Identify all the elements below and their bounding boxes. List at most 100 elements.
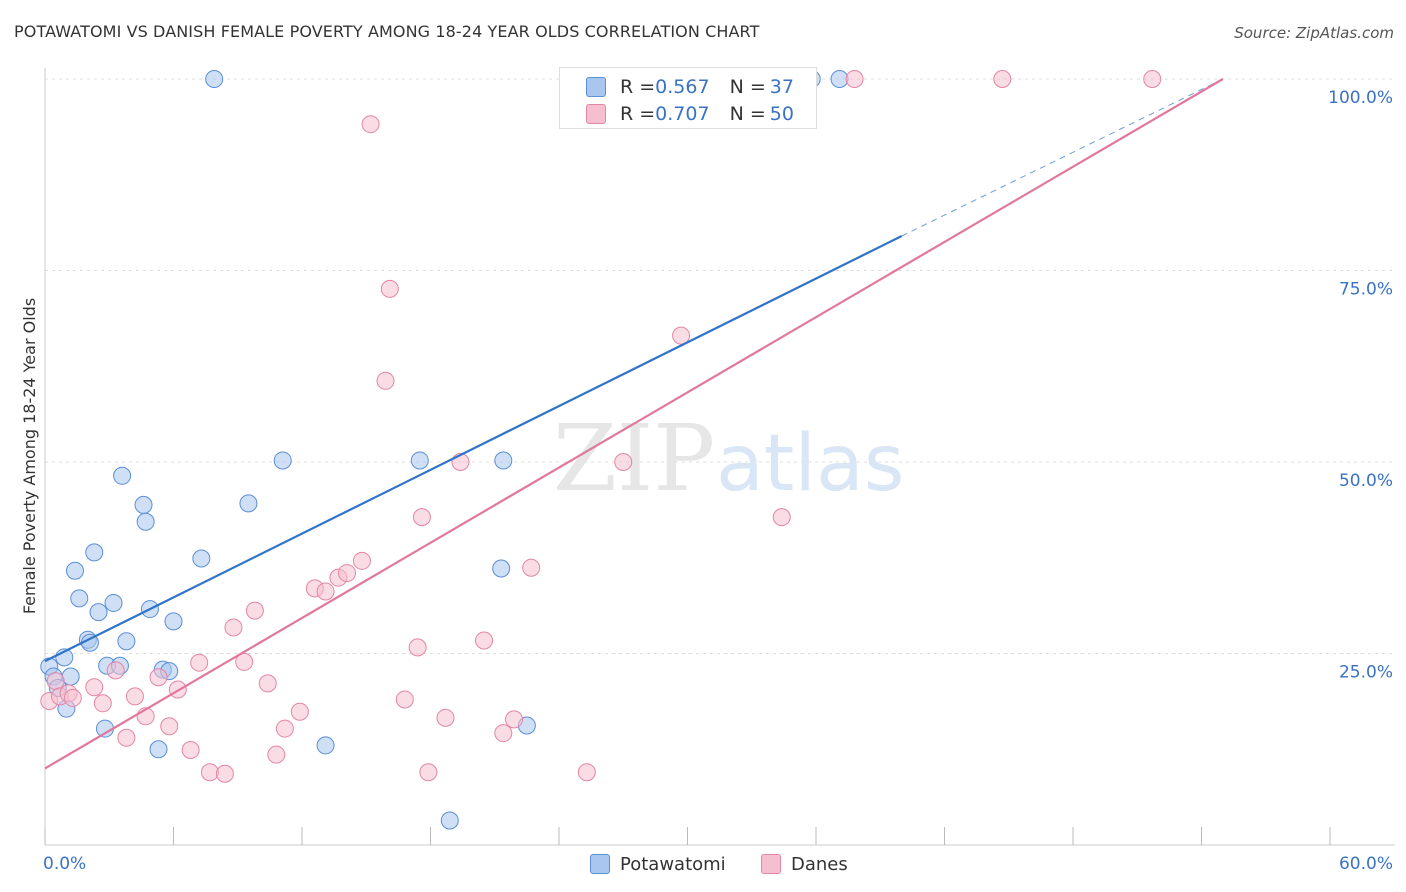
- data-point-danes: [125, 687, 144, 706]
- chart-source: Source: ZipAtlas.com: [1234, 24, 1394, 42]
- legend-label-danes: Danes: [791, 853, 848, 875]
- data-point-danes: [106, 661, 125, 680]
- x-tick-label: 0.0%: [43, 854, 86, 874]
- data-point-danes: [224, 618, 243, 637]
- data-point-danes: [361, 115, 380, 134]
- data-point-potawatomi: [113, 466, 132, 485]
- data-point-danes: [772, 508, 791, 527]
- data-point-potawatomi: [134, 495, 153, 514]
- data-point-danes: [408, 638, 427, 657]
- data-point-danes: [614, 453, 633, 471]
- stats-swatch-potawatomi: [586, 77, 606, 97]
- data-point-danes: [93, 694, 112, 713]
- stats-n-label: N =: [729, 103, 766, 125]
- data-point-danes: [475, 631, 494, 650]
- watermark: ZIP atlas: [553, 405, 905, 512]
- data-point-danes: [235, 652, 254, 671]
- data-point-danes: [160, 717, 179, 736]
- data-point-danes: [46, 672, 65, 691]
- data-point-danes: [1143, 70, 1162, 88]
- data-point-potawatomi: [239, 494, 258, 513]
- data-point-potawatomi: [149, 740, 168, 759]
- data-point-potawatomi: [494, 451, 513, 470]
- stats-n-label: N =: [729, 76, 766, 98]
- chart-title: POTAWATOMI VS DANISH FEMALE POVERTY AMON…: [14, 22, 760, 41]
- data-point-potawatomi: [492, 559, 511, 578]
- stats-r-label: R =: [620, 103, 656, 125]
- y-tick-label: 100.0%: [1328, 88, 1393, 108]
- data-point-potawatomi: [830, 70, 849, 88]
- data-point-danes: [275, 719, 294, 738]
- data-point-potawatomi: [85, 543, 104, 562]
- data-point-danes: [316, 582, 335, 601]
- data-points: [40, 70, 1162, 830]
- data-point-danes: [190, 653, 209, 672]
- stats-n-value: 37: [769, 76, 794, 98]
- data-point-danes: [505, 710, 524, 729]
- data-point-potawatomi: [273, 451, 292, 470]
- y-tick-label: 50.0%: [1339, 471, 1393, 491]
- watermark-atlas: atlas: [716, 419, 905, 509]
- data-point-danes: [200, 763, 219, 782]
- data-point-potawatomi: [164, 612, 183, 631]
- data-point-danes: [117, 728, 136, 747]
- stats-r-value: 0.707: [655, 103, 710, 125]
- data-point-danes: [215, 764, 234, 783]
- data-point-potawatomi: [117, 632, 136, 651]
- data-point-danes: [436, 708, 455, 727]
- axis-labels: 25.0% 50.0% 75.0% 100.0% 0.0% 60.0% Female Pov…: [20, 88, 1393, 874]
- data-point-danes: [258, 674, 277, 693]
- data-point-danes: [337, 564, 356, 583]
- data-point-danes: [376, 371, 395, 390]
- trend-line-potawatomi: [44, 235, 903, 663]
- data-point-danes: [85, 678, 104, 697]
- data-point-potawatomi: [316, 736, 335, 755]
- stats-row-danes: R = 0.707 N = 50: [586, 101, 794, 127]
- trend-lines: [44, 78, 1224, 770]
- trend-line-danes: [44, 78, 1224, 770]
- stats-r-label: R =: [620, 76, 656, 98]
- legend-swatch-danes: [761, 854, 781, 874]
- data-point-potawatomi: [440, 811, 459, 830]
- legend-item-danes[interactable]: Danes: [761, 851, 848, 877]
- legend-swatch-potawatomi: [590, 854, 610, 874]
- x-tick-label: 60.0%: [1339, 854, 1393, 874]
- y-axis-label: Female Poverty Among 18-24 Year Olds: [20, 298, 39, 614]
- data-point-danes: [494, 724, 513, 743]
- data-point-danes: [845, 70, 864, 88]
- y-tick-label: 25.0%: [1339, 663, 1393, 683]
- stats-n-value: 50: [769, 103, 794, 125]
- data-point-potawatomi: [192, 549, 211, 568]
- data-point-danes: [352, 551, 371, 570]
- stats-legend-box: R = 0.567 N = 37 R = 0.707 N = 50: [559, 67, 817, 129]
- axes: [44, 68, 1395, 846]
- data-point-danes: [993, 70, 1012, 88]
- data-point-potawatomi: [410, 451, 429, 470]
- data-point-danes: [267, 745, 286, 764]
- trend-extension-potawatomi: [901, 78, 1224, 237]
- data-point-danes: [181, 741, 200, 760]
- data-point-danes: [577, 763, 596, 782]
- stats-r-value: 0.567: [655, 76, 710, 98]
- data-point-danes: [63, 688, 82, 707]
- y-tick-label: 75.0%: [1339, 280, 1393, 300]
- grid-lines: [45, 78, 1395, 654]
- stats-swatch-danes: [586, 104, 606, 124]
- stats-row-potawatomi: R = 0.567 N = 37: [586, 74, 794, 100]
- data-point-danes: [522, 558, 541, 577]
- data-point-danes: [419, 763, 438, 782]
- watermark-zip: ZIP: [553, 405, 715, 512]
- data-point-potawatomi: [61, 667, 80, 686]
- data-point-danes: [672, 326, 691, 345]
- legend-label-potawatomi: Potawatomi: [620, 853, 726, 875]
- data-point-potawatomi: [70, 589, 89, 608]
- data-point-danes: [395, 690, 414, 709]
- data-point-danes: [149, 668, 168, 687]
- data-point-potawatomi: [136, 512, 155, 531]
- data-point-potawatomi: [104, 593, 123, 612]
- data-point-danes: [380, 279, 399, 298]
- data-point-danes: [412, 508, 431, 527]
- legend-item-potawatomi[interactable]: Potawatomi: [590, 851, 726, 877]
- data-point-danes: [290, 702, 309, 721]
